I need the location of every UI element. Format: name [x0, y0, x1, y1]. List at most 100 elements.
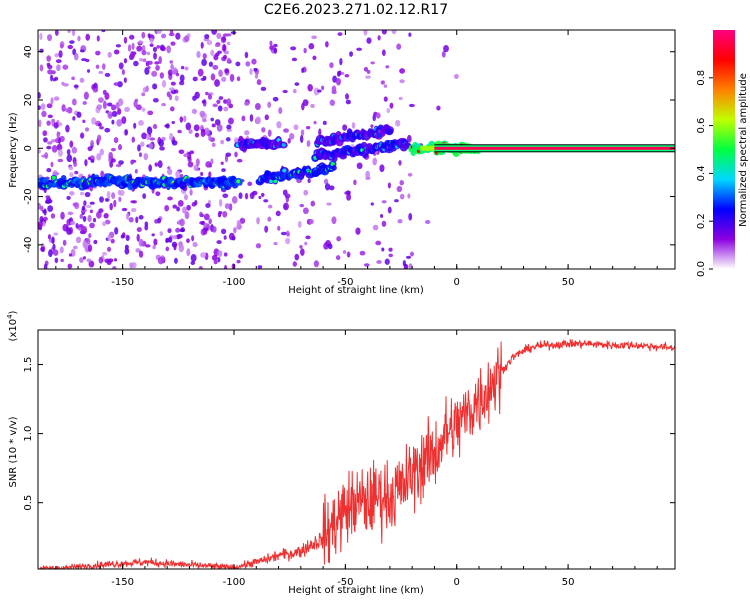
heatmap-noise-cell	[301, 67, 305, 74]
heatmap-noise-cell	[40, 246, 45, 252]
heatmap-noise-cell	[51, 144, 58, 153]
heatmap-noise-cell	[194, 199, 198, 206]
heatmap-noise-cell	[377, 35, 381, 41]
heatmap-noise-cell	[356, 162, 363, 170]
heatmap-noise-cell	[194, 91, 200, 99]
heatmap-noise-cell	[161, 33, 167, 39]
heatmap-noise-cell	[85, 127, 89, 132]
heatmap-noise-cell	[225, 137, 231, 142]
heatmap-noise-cell	[332, 75, 338, 83]
heatmap-noise-cell	[308, 219, 314, 225]
snr-x-tick-label: 0	[454, 577, 460, 588]
heatmap-noise-cell	[86, 69, 91, 73]
heatmap-noise-cell	[222, 44, 226, 52]
colorbar-tick-label: 0.4	[696, 165, 707, 181]
heatmap-noise-cell	[200, 252, 207, 258]
heatmap-noise-cell	[186, 238, 190, 244]
spectrogram-x-tick-label: 0	[454, 277, 460, 288]
heatmap-noise-cell	[380, 214, 384, 218]
heatmap-noise-cell	[218, 69, 223, 77]
heatmap-noise-cell	[95, 64, 100, 69]
spectrogram-y-tick-label: 40	[23, 45, 34, 58]
heatmap-noise-cell	[210, 49, 215, 57]
heatmap-noise-cell	[39, 64, 44, 72]
heatmap-noise-cell	[313, 120, 317, 125]
heatmap-noise-cell	[61, 104, 66, 112]
heatmap-noise-cell	[229, 73, 235, 82]
heatmap-noise-cell	[267, 204, 273, 209]
heatmap-noise-cell	[199, 221, 205, 225]
heatmap-noise-cell	[117, 98, 124, 107]
heatmap-noise-cell	[258, 195, 262, 200]
heatmap-noise-cell	[322, 120, 327, 125]
heatmap-noise-cell	[223, 50, 230, 55]
heatmap-noise-cell	[66, 154, 73, 163]
heatmap-noise-cell	[175, 227, 181, 233]
heatmap-noise-cell	[269, 45, 274, 51]
heatmap-noise-cell	[313, 260, 319, 268]
heatmap-noise-cell	[161, 80, 167, 88]
heatmap-noise-cell	[224, 68, 230, 74]
heatmap-noise-cell	[370, 124, 374, 128]
heatmap-noise-cell	[68, 165, 74, 171]
heatmap-noise-cell	[169, 60, 174, 64]
heatmap-noise-cell	[210, 117, 214, 122]
heatmap-noise-cell	[155, 30, 162, 34]
heatmap-noise-cell	[216, 124, 223, 132]
heatmap-noise-cell	[202, 118, 207, 123]
heatmap-noise-cell	[75, 236, 82, 244]
heatmap-noise-cell	[45, 195, 51, 199]
heatmap-noise-cell	[58, 50, 63, 58]
heatmap-noise-cell	[300, 248, 305, 256]
heatmap-noise-cell	[46, 55, 52, 62]
heatmap-noise-cell	[106, 102, 113, 107]
spectrogram-x-tick-label: -100	[223, 277, 246, 288]
heatmap-noise-cell	[172, 204, 178, 209]
heatmap-noise-cell	[62, 83, 69, 87]
heatmap-noise-cell	[82, 101, 87, 105]
heatmap-noise-cell	[308, 43, 315, 50]
heatmap-noise-cell	[138, 215, 144, 220]
heatmap-noise-cell	[235, 61, 241, 67]
heatmap-noise-cell	[109, 202, 113, 211]
heatmap-noise-cell	[130, 159, 135, 165]
heatmap-noise-cell	[339, 58, 343, 66]
heatmap-noise-cell	[321, 85, 325, 91]
heatmap-noise-cell	[167, 196, 173, 201]
heatmap-noise-cell	[144, 221, 149, 227]
heatmap-noise-cell	[385, 65, 390, 69]
heatmap-noise-cell	[249, 68, 253, 75]
heatmap-noise-cell	[323, 178, 329, 185]
heatmap-noise-cell	[50, 213, 56, 219]
heatmap-noise-cell	[383, 96, 388, 102]
heatmap-noise-cell	[407, 172, 413, 177]
heatmap-noise-cell	[226, 57, 231, 63]
heatmap-noise-cell	[183, 153, 189, 158]
heatmap-noise-cell	[287, 138, 291, 144]
heatmap-noise-cell	[84, 159, 88, 167]
heatmap-noise-cell	[69, 40, 75, 44]
heatmap-noise-cell	[212, 226, 217, 233]
heatmap-noise-cell	[272, 96, 279, 102]
spectrogram-y-tick-label: -40	[23, 237, 34, 253]
heatmap-noise-cell	[41, 110, 47, 118]
spectrogram-x-axis-label: Height of straight line (km)	[288, 285, 424, 296]
snr-y-multiplier-suffix: )	[8, 310, 19, 314]
heatmap-noise-cell	[396, 43, 402, 50]
heatmap-noise-cell	[365, 75, 371, 79]
heatmap-noise-cell	[173, 243, 177, 251]
heatmap-noise-cell	[190, 260, 196, 266]
heatmap-noise-cell	[53, 96, 60, 101]
heatmap-noise-cell	[184, 66, 189, 71]
heatmap-noise-cell	[210, 158, 214, 165]
heatmap-noise-cell	[131, 42, 135, 51]
heatmap-noise-cell	[123, 58, 128, 64]
heatmap-noise-cell	[174, 95, 179, 102]
heatmap-noise-cell	[302, 99, 309, 107]
heatmap-noise-cell	[273, 43, 278, 48]
snr-panel: -150 -100 -50 0 50 0.5 1.0 1.5 Height of strai…	[6, 310, 676, 596]
heatmap-noise-cell	[231, 195, 238, 204]
heatmap-noise-cell	[98, 97, 104, 103]
heatmap-noise-cell	[408, 103, 415, 108]
heatmap-noise-cell	[47, 34, 53, 42]
